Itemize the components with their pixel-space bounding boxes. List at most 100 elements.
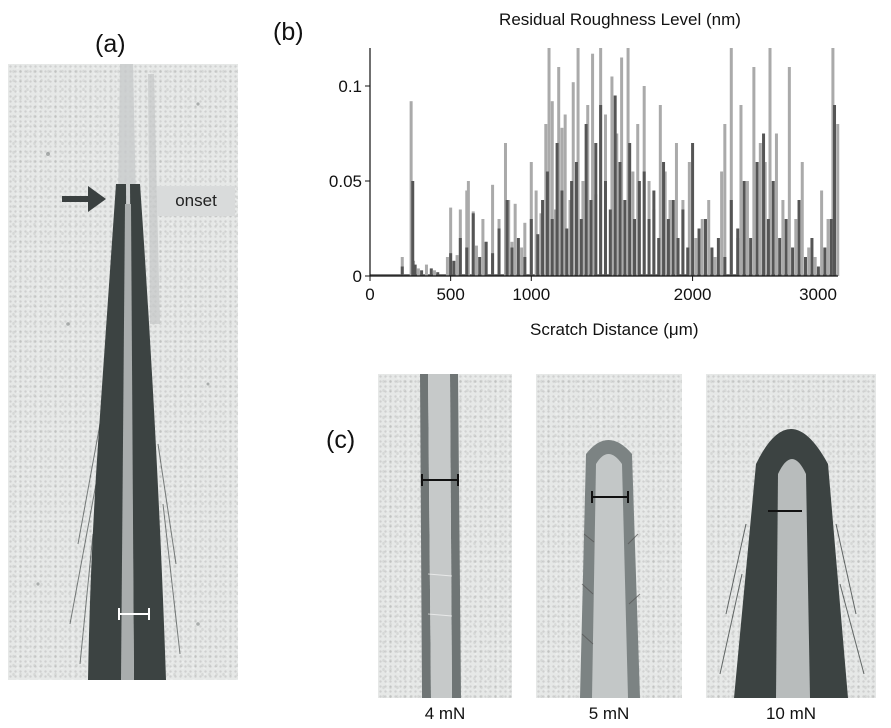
x-tick-label-1: 500 — [436, 285, 464, 304]
bar-s0-1 — [409, 101, 413, 276]
bar-s1-29 — [579, 219, 583, 276]
bar-s1-20 — [536, 234, 540, 276]
bar-s1-52 — [691, 143, 695, 276]
bar-s0-38 — [586, 105, 590, 276]
bar-s0-37 — [581, 181, 585, 276]
bar-s1-37 — [618, 162, 622, 276]
bar-s0-43 — [610, 76, 614, 276]
bar-s0-19 — [507, 200, 511, 276]
x-tick-label-2: 1000 — [512, 285, 550, 304]
bar-s0-21 — [513, 203, 517, 276]
bar-s0-58 — [694, 238, 698, 276]
micrograph-4mn — [378, 374, 512, 698]
bar-s1-33 — [599, 105, 603, 276]
bar-s0-78 — [813, 257, 817, 276]
bar-s1-18 — [523, 257, 527, 276]
bar-s1-75 — [833, 105, 837, 276]
panel-c-label: (c) — [326, 426, 356, 454]
bar-s1-2 — [413, 264, 417, 276]
bar-s0-61 — [713, 257, 717, 276]
bar-s0-47 — [631, 171, 635, 276]
onset-label: onset — [157, 186, 235, 216]
chart-title: Residual Roughness Level (nm) — [499, 10, 741, 29]
bar-s1-61 — [749, 238, 753, 276]
bar-s1-67 — [784, 219, 788, 276]
caption-10mn: 10 mN — [765, 704, 817, 723]
bar-s1-34 — [603, 181, 607, 276]
bar-s1-68 — [791, 247, 795, 276]
bar-s1-47 — [666, 219, 670, 276]
bar-s1-58 — [729, 200, 733, 276]
bar-s0-70 — [763, 162, 767, 276]
bar-s0-16 — [491, 184, 495, 276]
bar-s0-22 — [520, 247, 524, 276]
bar-s1-36 — [613, 95, 617, 276]
bar-s1-51 — [686, 247, 690, 276]
y-tick-label-1: 0.05 — [329, 172, 362, 191]
bar-s0-46 — [626, 48, 630, 276]
bar-s1-73 — [823, 247, 827, 276]
onset-arrow-icon — [62, 186, 106, 212]
bar-s1-4 — [429, 268, 433, 276]
x-axis-label: Scratch Distance (μm) — [530, 320, 699, 339]
bar-s1-8 — [458, 238, 462, 276]
bar-s0-63 — [723, 124, 727, 276]
bar-s1-69 — [797, 200, 801, 276]
bar-s1-48 — [671, 200, 675, 276]
bar-s1-65 — [771, 181, 775, 276]
caption-4mn: 4 mN — [424, 704, 466, 723]
bar-s0-57 — [687, 162, 691, 276]
bar-s1-54 — [703, 219, 707, 276]
bar-s0-6 — [445, 257, 449, 276]
bar-s0-30 — [553, 209, 557, 276]
y-tick-label-2: 0.1 — [338, 77, 362, 96]
bar-s1-17 — [516, 238, 520, 276]
bar-s0-7 — [449, 207, 453, 276]
bar-s1-62 — [755, 162, 759, 276]
bar-s0-79 — [820, 190, 824, 276]
bar-s0-54 — [668, 200, 672, 276]
bar-s1-6 — [449, 253, 453, 276]
bar-s1-44 — [652, 190, 656, 276]
bar-s0-26 — [539, 213, 543, 276]
bar-s0-33 — [563, 114, 567, 276]
bar-s1-64 — [766, 219, 770, 276]
bar-s0-31 — [557, 67, 561, 276]
bar-s1-9 — [465, 247, 469, 276]
bar-s1-42 — [642, 171, 646, 276]
bar-s1-14 — [497, 228, 501, 276]
bar-s1-56 — [716, 238, 720, 276]
micrograph-5mn — [536, 374, 682, 698]
bar-s0-69 — [758, 143, 762, 276]
bar-s1-7 — [452, 260, 456, 276]
bar-s1-31 — [589, 200, 593, 276]
bar-s1-3 — [420, 270, 424, 276]
bar-s0-71 — [768, 48, 772, 276]
bar-s0-44 — [615, 133, 619, 276]
bar-s0-82 — [836, 124, 840, 276]
y-tick-label-0: 0 — [353, 267, 362, 286]
bar-s0-13 — [474, 245, 478, 276]
panel-a-label: (a) — [95, 30, 126, 58]
bar-s1-30 — [584, 124, 588, 276]
bar-s0-48 — [636, 124, 640, 276]
bar-s1-0 — [400, 266, 404, 276]
bar-s1-24 — [555, 143, 559, 276]
bar-s0-68 — [752, 67, 756, 276]
bar-s0-34 — [568, 200, 572, 276]
bar-s1-13 — [491, 253, 495, 276]
bar-s0-5 — [433, 270, 437, 276]
bar-s0-55 — [674, 143, 678, 276]
bar-s1-45 — [657, 238, 661, 276]
scale-bar-5mn — [591, 491, 629, 503]
panel-a-scratch — [36, 64, 210, 680]
bar-s0-64 — [729, 48, 733, 276]
bar-s1-38 — [623, 200, 627, 276]
bar-s0-74 — [787, 67, 791, 276]
bar-s1-28 — [574, 162, 578, 276]
bar-s0-81 — [831, 48, 835, 276]
bar-s0-14 — [481, 219, 485, 276]
bar-s0-4 — [424, 264, 428, 276]
bar-s0-45 — [620, 57, 624, 276]
bar-s0-39 — [591, 53, 595, 277]
